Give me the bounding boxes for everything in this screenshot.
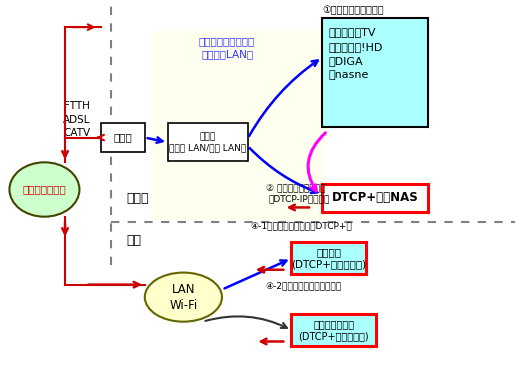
Bar	[322, 18, 428, 127]
Bar	[101, 124, 145, 152]
Text: モデム: モデム	[114, 133, 132, 143]
Ellipse shape	[9, 162, 79, 217]
Text: LAN
Wi-Fi: LAN Wi-Fi	[169, 283, 198, 312]
Text: DTCP+対応NAS: DTCP+対応NAS	[332, 191, 418, 205]
Text: パソコン
(DTCP+対応ソフト): パソコン (DTCP+対応ソフト)	[291, 247, 366, 269]
Bar	[168, 124, 248, 161]
Text: ④-2　録画番組を受信・再生: ④-2 録画番組を受信・再生	[266, 281, 342, 290]
Bar	[292, 242, 366, 274]
Bar	[153, 31, 325, 220]
Text: 家庭内: 家庭内	[127, 193, 149, 205]
Ellipse shape	[145, 273, 222, 322]
Text: ホームネットワーク
（家庭内LAN）: ホームネットワーク （家庭内LAN）	[199, 36, 255, 60]
Text: ④-1　録画番組を配信（DTCP+）: ④-1 録画番組を配信（DTCP+）	[250, 221, 352, 230]
Text: ・デジタルTV
・スカパー!HD
・DIGA
・nasne: ・デジタルTV ・スカパー!HD ・DIGA ・nasne	[329, 27, 383, 80]
Text: ①デジタル放送を録画: ①デジタル放送を録画	[322, 5, 384, 15]
Text: FTTH
ADSL
CATV: FTTH ADSL CATV	[63, 102, 91, 138]
Text: 外部: 外部	[127, 234, 142, 247]
Bar	[322, 184, 428, 212]
Text: ② 録画番組をダビング: ② 録画番組をダビング	[266, 183, 325, 192]
Text: スマートフォン
(DTCP+対応アプリ): スマートフォン (DTCP+対応アプリ)	[299, 319, 369, 341]
Text: インターネット: インターネット	[23, 185, 67, 194]
Text: （DTCP-IPムーブ）: （DTCP-IPムーブ）	[268, 194, 330, 204]
Text: ルータ
（有線 LAN/無線 LAN）: ルータ （有線 LAN/無線 LAN）	[169, 132, 247, 152]
Bar	[292, 314, 376, 346]
